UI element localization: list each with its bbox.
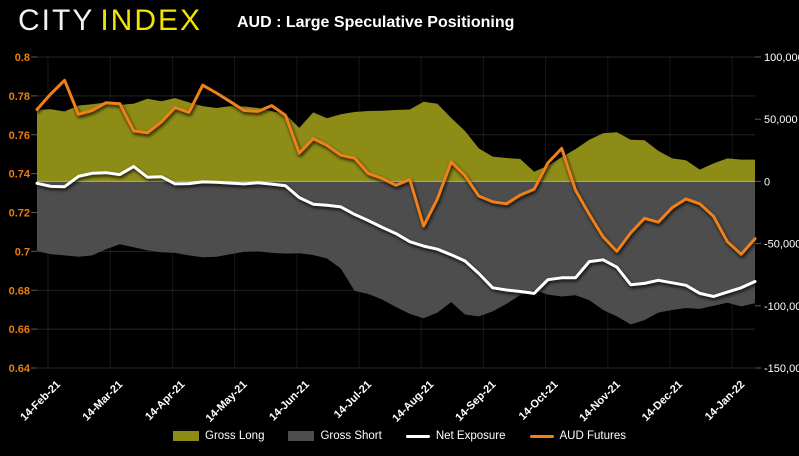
net-exposure-swatch (405, 434, 430, 438)
right-axis-label: -150,000 (764, 363, 799, 375)
aud-futures-swatch (529, 434, 554, 438)
x-axis-label: 14-Jun-21 (267, 379, 312, 424)
chart-title: AUD : Large Speculative Positioning (237, 14, 515, 31)
gross-short-swatch (288, 431, 315, 441)
left-axis-label: 0.66 (9, 324, 30, 336)
x-axis-label: 14-Nov-21 (577, 379, 623, 425)
left-axis-label: 0.8 (15, 52, 30, 64)
right-axis-label: -50,000 (764, 239, 799, 251)
left-axis-label: 0.68 (9, 285, 30, 297)
left-axis-label: 0.74 (9, 169, 31, 181)
logo-city-text: CITY (18, 4, 95, 37)
legend-item-gross-long: Gross Long (173, 430, 264, 442)
x-axis-label: 14-Feb-21 (18, 379, 63, 424)
x-axis-label: 14-Apr-21 (143, 379, 187, 423)
legend-label: Gross Long (205, 430, 265, 442)
legend-label: Net Exposure (435, 430, 506, 442)
x-axis-label: 14-Sep-21 (453, 379, 498, 424)
net-exposure-line (35, 165, 757, 298)
gross-long-swatch (173, 431, 200, 441)
legend-label: Gross Short (320, 430, 382, 442)
chart-legend: Gross Long Gross Short Net Exposure AUD … (0, 430, 799, 442)
x-axis-label: 14-Oct-21 (517, 379, 561, 423)
right-axis-label: 100,000 (764, 52, 799, 64)
left-axis-label: 0.78 (9, 91, 30, 103)
gross-long-area (37, 98, 755, 182)
legend-item-net-exposure: Net Exposure (405, 430, 506, 442)
gross-short-area (37, 181, 755, 325)
x-axis-label: 14-Aug-21 (390, 379, 436, 425)
city-index-logo: CITY INDEX (18, 4, 202, 38)
left-axis-label: 0.7 (15, 246, 30, 258)
left-axis-label: 0.64 (9, 363, 31, 375)
aud-futures-line (35, 78, 757, 256)
x-axis-label: 14-May-21 (204, 379, 250, 425)
x-axis-label: 14-Jan-22 (703, 379, 747, 423)
legend-item-aud-futures: AUD Futures (529, 430, 626, 442)
left-axis-label: 0.72 (9, 208, 30, 220)
legend-label: AUD Futures (559, 430, 626, 442)
header: CITY INDEX AUD : Large Speculative Positi… (0, 0, 799, 48)
x-axis-label: 14-Mar-21 (81, 379, 126, 424)
right-axis-label: -100,000 (764, 301, 799, 313)
left-axis-label: 0.76 (9, 130, 30, 142)
right-axis-label: 0 (764, 176, 770, 188)
x-axis-label: 14-Dec-21 (640, 379, 685, 424)
logo-index-text: INDEX (100, 4, 203, 37)
x-axis-label: 14-Jul-21 (332, 379, 374, 421)
right-axis-label: 50,000 (764, 114, 798, 126)
legend-item-gross-short: Gross Short (288, 430, 382, 442)
